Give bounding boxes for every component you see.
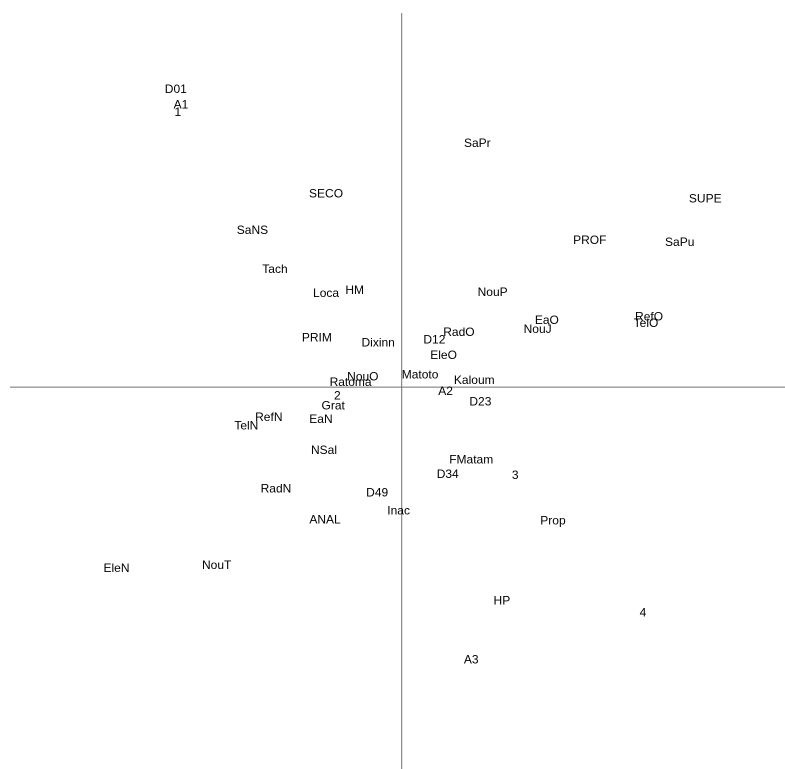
point-label: SaNS	[237, 223, 268, 237]
point-label: RefN	[255, 410, 282, 424]
point-label: 2	[334, 388, 341, 402]
point-label: RadN	[261, 482, 292, 496]
point-label: A2	[438, 384, 453, 398]
point-label: Dixinn	[362, 336, 395, 350]
point-label: Kaloum	[454, 373, 495, 387]
point-label: 4	[640, 606, 647, 620]
point-label: EleN	[104, 561, 130, 575]
point-label: ANAL	[309, 513, 341, 527]
point-label: RadO	[443, 325, 474, 339]
point-label: PROF	[573, 233, 606, 247]
point-label: D12	[423, 332, 445, 346]
point-label: TelN	[234, 418, 258, 432]
point-label: D23	[469, 395, 491, 409]
point-label: NouP	[478, 285, 508, 299]
point-label: A3	[464, 652, 479, 666]
point-label: NouJ	[524, 322, 552, 336]
point-label: EleO	[430, 348, 457, 362]
point-label: Tach	[262, 262, 287, 276]
point-label: NouO	[347, 370, 378, 384]
point-label: Prop	[540, 514, 566, 528]
point-label: HM	[345, 283, 364, 297]
point-label: D01	[165, 82, 187, 96]
point-label: Grat	[322, 399, 346, 413]
point-label: NouT	[202, 558, 232, 572]
point-label: Matoto	[402, 368, 439, 382]
point-label: TelO	[634, 316, 659, 330]
point-label: RefO	[635, 310, 663, 324]
point-label: SECO	[309, 187, 343, 201]
point-label: SUPE	[689, 192, 722, 206]
point-label: D49	[366, 486, 388, 500]
point-label: 3	[512, 468, 519, 482]
point-label: 1	[175, 105, 182, 119]
point-label: HP	[494, 593, 511, 607]
point-label: PRIM	[302, 330, 332, 344]
point-label: EaO	[535, 313, 559, 327]
point-label: EaN	[309, 412, 332, 426]
point-label: NSal	[311, 443, 337, 457]
axes	[10, 13, 785, 769]
point-label: D34	[437, 467, 459, 481]
point-label: SaPr	[464, 136, 491, 150]
point-label: A1	[174, 98, 189, 112]
point-label: FMatam	[449, 453, 493, 467]
point-label: SaPu	[665, 235, 694, 249]
point-label: Ratoma	[330, 375, 372, 389]
point-label: Inac	[387, 503, 410, 517]
point-labels: D01 A11 SaPr SECO SUPE SaNS PROF SaPu Tach HM Loca…	[104, 82, 722, 666]
point-label: Loca	[313, 286, 339, 300]
